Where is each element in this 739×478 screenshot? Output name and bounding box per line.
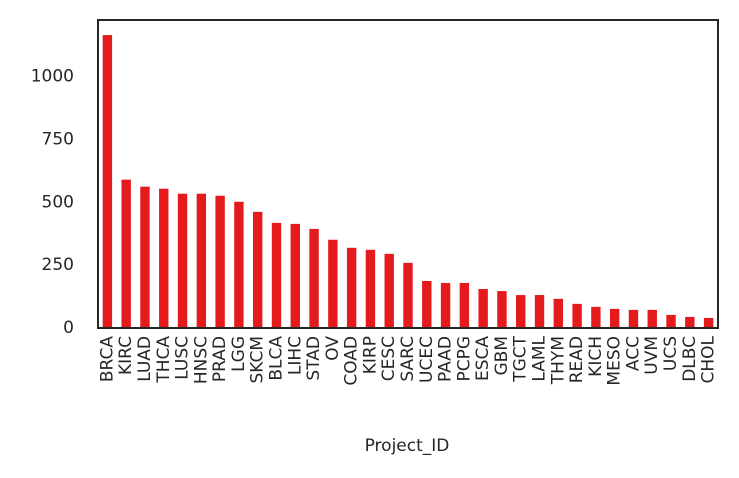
x-tick-label: ACC: [623, 336, 643, 371]
x-tick-label: HNSC: [191, 336, 211, 384]
x-tick-label: DLBC: [680, 336, 700, 382]
bar: [346, 247, 357, 328]
x-tick-label: CHOL: [699, 335, 719, 383]
x-tick-label: READ: [567, 336, 587, 383]
x-tick-label: LIHC: [285, 336, 305, 375]
y-tick-label: 1000: [31, 67, 74, 87]
x-tick-label: LUAD: [135, 336, 155, 382]
bar: [591, 306, 601, 328]
x-tick-label: TGCT: [511, 335, 531, 382]
bar: [478, 289, 488, 328]
bar: [553, 298, 563, 328]
y-tick-label: 250: [42, 255, 74, 275]
bar: [534, 295, 545, 328]
bar: [422, 280, 432, 328]
x-tick-label: COAD: [342, 336, 362, 386]
bar: [253, 211, 263, 328]
x-tick-label: UVM: [642, 336, 662, 375]
bar: [196, 193, 207, 328]
x-tick-label: LUSC: [173, 336, 193, 380]
x-axis-label: Project_ID: [365, 436, 450, 456]
bar: [403, 262, 413, 328]
x-tick-label: LAML: [530, 335, 550, 381]
bar: [440, 282, 451, 328]
x-tick-label: MESO: [605, 336, 625, 386]
x-tick-label: ESCA: [473, 336, 493, 381]
bar: [140, 186, 150, 328]
x-tick-label: THYM: [548, 336, 568, 385]
bar: [384, 253, 394, 328]
x-tick-label: PRAD: [210, 336, 230, 382]
bar: [215, 195, 225, 328]
bar: [234, 201, 244, 328]
x-tick-label: THCA: [154, 336, 174, 384]
x-tick-label: UCS: [661, 336, 681, 371]
x-tick-label: CESC: [379, 336, 399, 381]
x-tick-label: GBM: [492, 336, 512, 376]
bar: [365, 249, 376, 328]
bar: [516, 295, 526, 328]
x-tick-label: UCEC: [417, 336, 437, 383]
x-tick-label: SARC: [398, 336, 418, 382]
bar: [290, 223, 300, 328]
bar: [459, 282, 470, 328]
y-tick-label: 750: [42, 129, 74, 149]
plot-frame: [97, 19, 719, 329]
bar: [177, 193, 188, 328]
bar: [666, 314, 676, 328]
bar: [609, 308, 620, 328]
bar: [647, 309, 657, 328]
x-tick-label: LGG: [229, 336, 249, 372]
bar: [328, 239, 338, 328]
bar: [685, 316, 695, 328]
bar: [271, 222, 282, 328]
x-tick-label: OV: [323, 336, 343, 361]
y-tick-label: 500: [42, 192, 74, 212]
x-tick-label: PCPG: [454, 336, 474, 382]
bar: [309, 228, 319, 328]
bar: [628, 309, 639, 328]
x-tick-label: STAD: [304, 336, 324, 381]
x-tick-label: KIRP: [360, 336, 380, 374]
x-tick-label: BLCA: [266, 336, 286, 381]
bar: [159, 188, 169, 328]
bar: [121, 179, 131, 328]
x-tick-label: BRCA: [97, 336, 117, 382]
bar: [497, 291, 507, 328]
x-tick-label: SKCM: [248, 336, 268, 384]
x-tick-label: KIRC: [116, 336, 136, 375]
bar: [572, 303, 582, 328]
bar: [703, 317, 714, 328]
x-tick-label: PAAD: [436, 336, 456, 382]
y-tick-label: 0: [63, 318, 74, 338]
bar: [102, 35, 113, 328]
x-tick-label: KICH: [586, 336, 606, 377]
